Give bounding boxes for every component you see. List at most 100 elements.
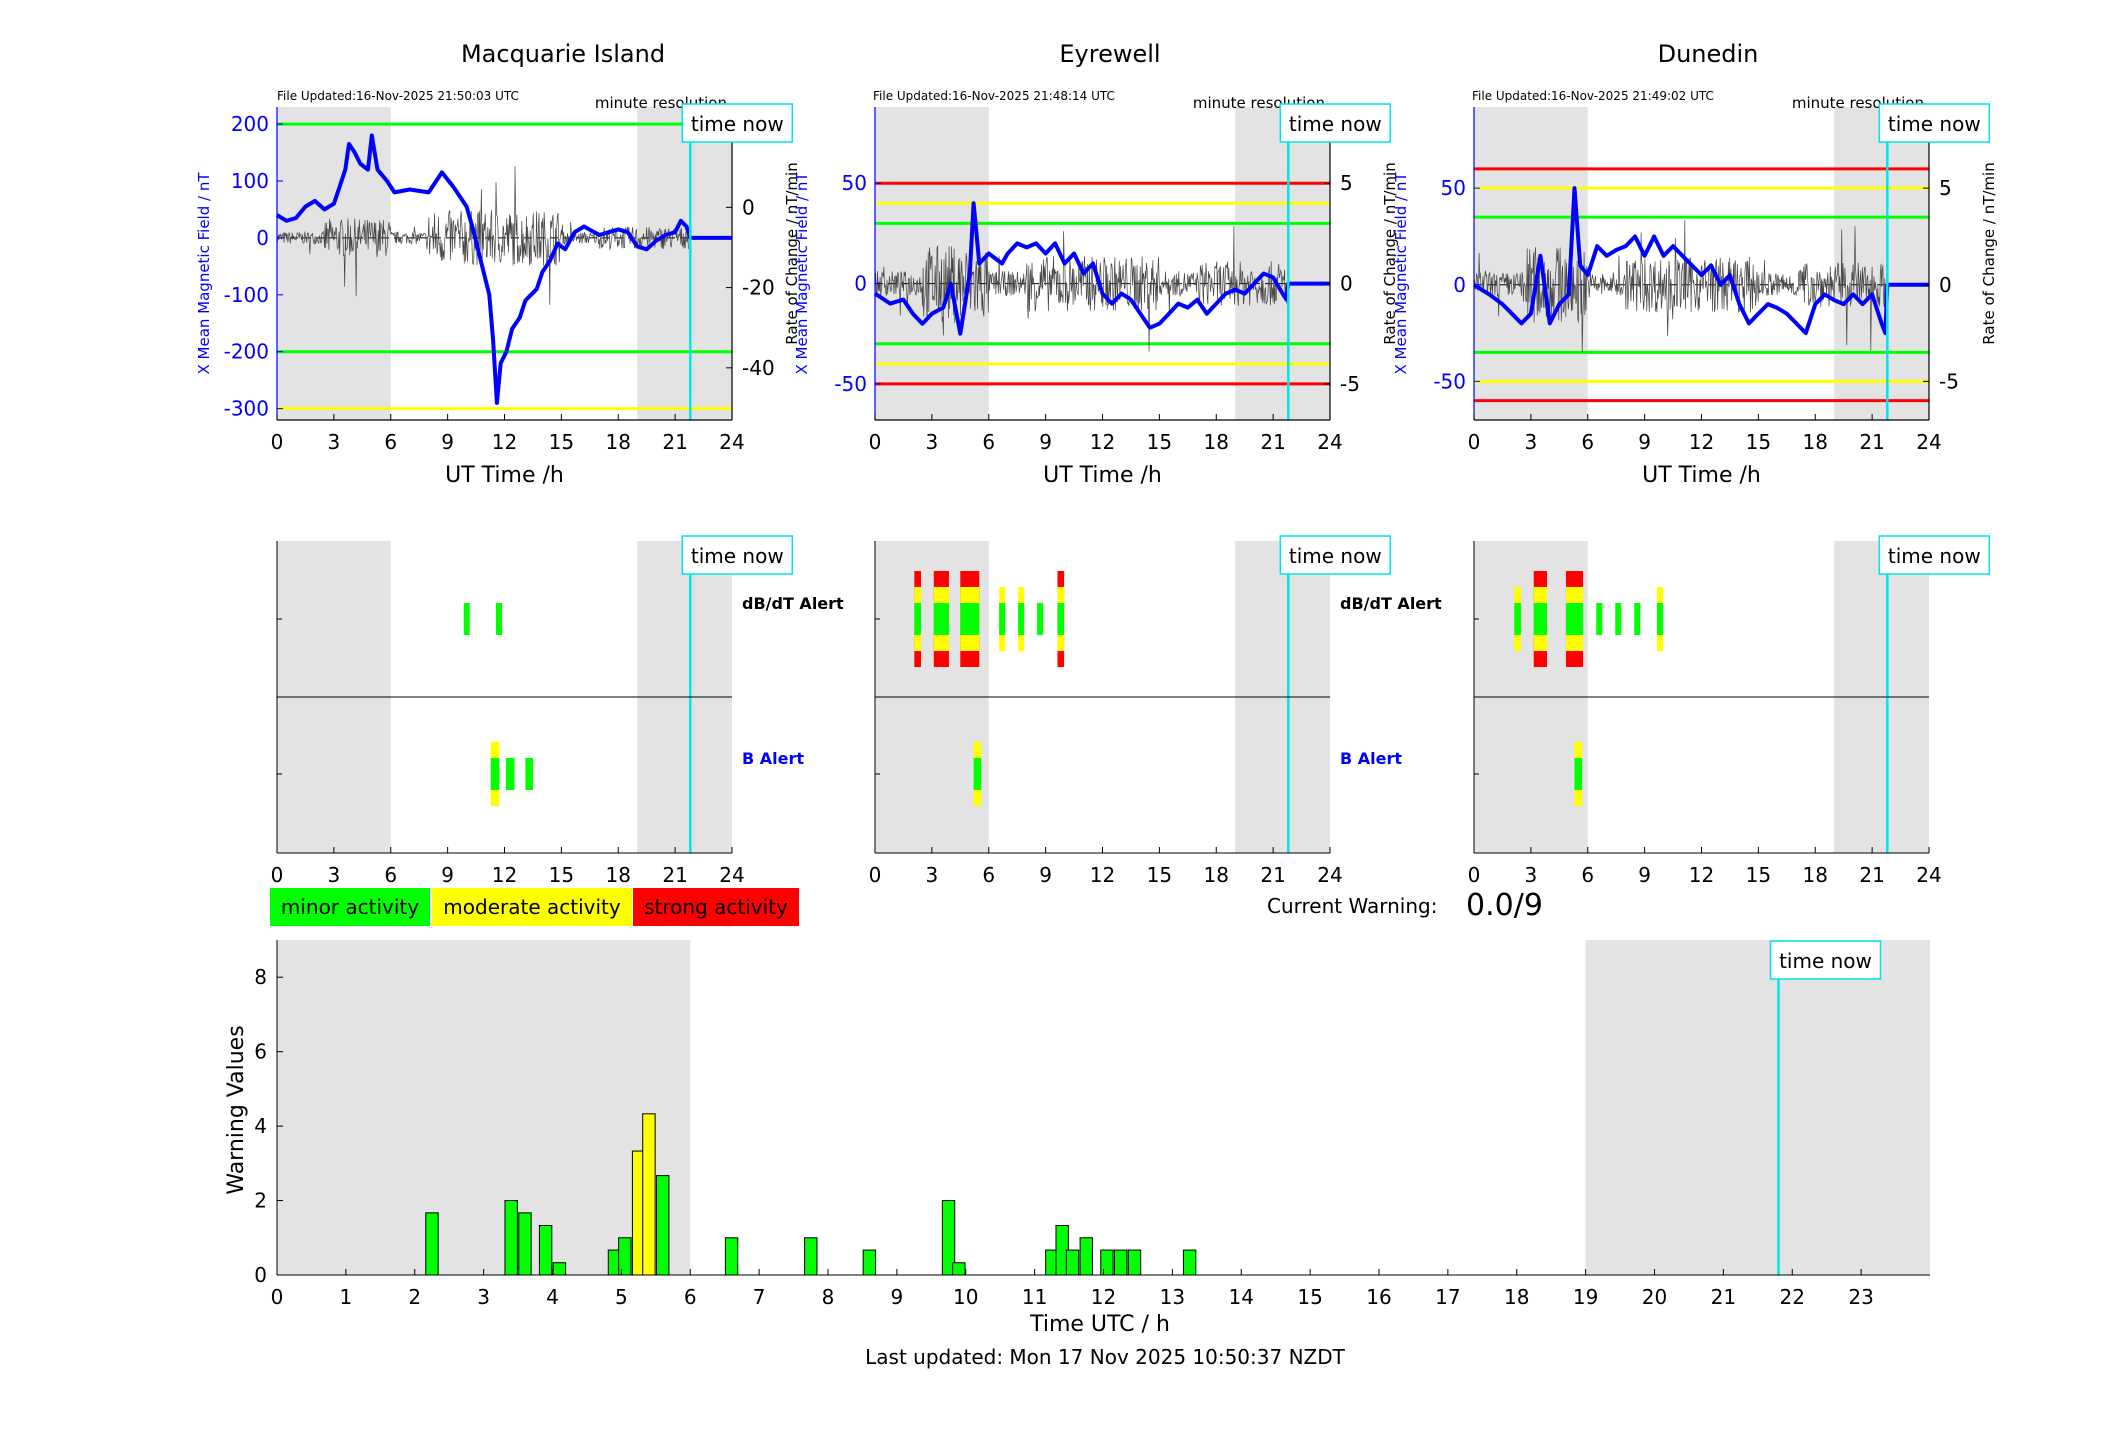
y-tick-label: 200 <box>231 112 269 136</box>
x-tick-label: 1 <box>340 1285 353 1309</box>
alert-panel-2: 0 3 6 9 12 15 18 21 24 time now <box>1468 535 1991 887</box>
x-tick-label: 15 <box>1297 1285 1322 1309</box>
y-tick-label: -50 <box>834 372 867 396</box>
x-tick-label: 9 <box>441 430 454 454</box>
field-line <box>873 201 1330 336</box>
x-tick-label: 9 <box>1638 863 1651 887</box>
y-tick-label: -300 <box>224 397 269 421</box>
rate-of-change-trace <box>276 166 689 305</box>
time-now-box <box>1878 103 1991 143</box>
warning-bar <box>1182 1249 1197 1276</box>
x-tick-label: 15 <box>549 863 574 887</box>
alert-panels: 0 3 6 9 12 15 18 21 24 dB/dT Alert B Alert time now… <box>271 535 1991 887</box>
warning-bar <box>862 1249 877 1276</box>
x-tick-label: 6 <box>982 863 995 887</box>
x-tick-label: 21 <box>1260 430 1285 454</box>
warning-bar <box>538 1224 553 1276</box>
file-updated-0: File Updated:16-Nov-2025 21:50:03 UTC <box>277 89 519 103</box>
warning-bar <box>1100 1249 1114 1276</box>
b-alert-label: B Alert <box>1340 749 1402 768</box>
dbdt-alert-bar-minor <box>1615 603 1622 635</box>
y-tick-label: 4 <box>254 1114 267 1138</box>
x-tick-label: 18 <box>1803 430 1828 454</box>
last-updated: Last updated: Mon 17 Nov 2025 10:50:37 N… <box>865 1345 1346 1369</box>
x-tick-label: 6 <box>384 430 397 454</box>
y-tick-label: -200 <box>224 340 269 364</box>
x-tick-label: 15 <box>1746 863 1771 887</box>
x-tick-label: 9 <box>1039 863 1052 887</box>
x-tick-label: 0 <box>271 863 284 887</box>
night-shade <box>1585 940 1930 1275</box>
x-tick-label: 21 <box>1859 430 1884 454</box>
x-tick-label: 12 <box>1090 430 1115 454</box>
alert-panel-0: 0 3 6 9 12 15 18 21 24 dB/dT Alert B Alert time now <box>271 535 844 887</box>
rate-ylabel: Rate of Change / nT/min <box>1381 162 1399 344</box>
x-tick-label: 13 <box>1160 1285 1185 1309</box>
x-tick-label: 18 <box>1803 863 1828 887</box>
dbdt-alert-bar-minor <box>1634 603 1641 635</box>
x-tick-label: 16 <box>1366 1285 1391 1309</box>
x-tick-label: 3 <box>926 863 939 887</box>
x-tick-label: 6 <box>1581 430 1594 454</box>
x-tick-label: 8 <box>822 1285 835 1309</box>
x-tick-label: 3 <box>328 430 341 454</box>
file-updated-2: File Updated:16-Nov-2025 21:49:02 UTC <box>1472 89 1714 103</box>
current-warning-value: 0.0/9 <box>1466 888 1543 923</box>
night-shade <box>1834 107 1929 420</box>
y-tick-label: 100 <box>231 169 269 193</box>
station-title-0: Macquarie Island <box>461 40 665 68</box>
time-now-box <box>1279 103 1392 143</box>
bottom-ylabel: Warning Values <box>224 1025 249 1194</box>
legend-moderate-label: moderate activity <box>443 895 621 919</box>
x-tick-label: 21 <box>662 863 687 887</box>
legend-strong-swatch <box>633 888 799 926</box>
y-tick-label: -50 <box>1433 369 1466 393</box>
x-tick-label: 20 <box>1642 1285 1667 1309</box>
x-tick-label: 9 <box>441 863 454 887</box>
b-alert-bar-minor <box>525 758 533 790</box>
station-title-1: Eyrewell <box>1059 40 1160 68</box>
time-now-label: time now <box>1289 112 1382 136</box>
y-tick-label: 0 <box>854 272 867 296</box>
field-panel-0: -300-200-1000100200-40-20020036912151821… <box>195 94 801 488</box>
x-tick-label: 6 <box>684 1285 697 1309</box>
time-now-label: time now <box>1289 544 1382 568</box>
y-tick-label: 0 <box>1453 273 1466 297</box>
field-panels: -300-200-1000100200-40-20020036912151821… <box>195 94 1998 488</box>
warning-bar <box>804 1237 818 1276</box>
r-tick-label: -5 <box>1939 369 1959 393</box>
x-tick-label: 24 <box>1317 863 1342 887</box>
x-tick-label: 11 <box>1022 1285 1047 1309</box>
time-now-label: time now <box>691 112 784 136</box>
ut-xlabel: UT Time /h <box>1642 463 1761 488</box>
dbdt-alert-label: dB/dT Alert <box>742 594 844 613</box>
x-tick-label: 15 <box>549 430 574 454</box>
dbdt-alert-bar-minor <box>1037 603 1044 635</box>
x-tick-label: 18 <box>606 430 631 454</box>
x-tick-label: 4 <box>546 1285 559 1309</box>
x-tick-label: 9 <box>891 1285 904 1309</box>
x-tick-label: 0 <box>271 430 284 454</box>
warning-bar <box>656 1175 670 1276</box>
x-tick-label: 12 <box>1091 1285 1116 1309</box>
dbdt-alert-bar-minor <box>1533 603 1547 635</box>
warning-bar <box>724 1237 739 1276</box>
time-now-box <box>1769 940 1882 980</box>
time-now-box <box>681 103 794 143</box>
night-shade <box>277 107 391 420</box>
b-alert-bar-minor <box>490 758 500 790</box>
legend-minor-swatch <box>270 888 430 926</box>
x-tick-label: 3 <box>1525 863 1538 887</box>
x-tick-label: 12 <box>492 430 517 454</box>
legend-moderate-swatch <box>432 888 632 926</box>
r-tick-label: -40 <box>742 356 775 380</box>
field-line <box>275 133 732 405</box>
x-tick-label: 12 <box>1090 863 1115 887</box>
dbdt-alert-bar-minor <box>1018 603 1025 635</box>
y-tick-label: 50 <box>1441 176 1466 200</box>
r-tick-label: 0 <box>1340 272 1353 296</box>
x-tick-label: 3 <box>926 430 939 454</box>
dbdt-alert-bar-minor <box>1596 603 1603 635</box>
